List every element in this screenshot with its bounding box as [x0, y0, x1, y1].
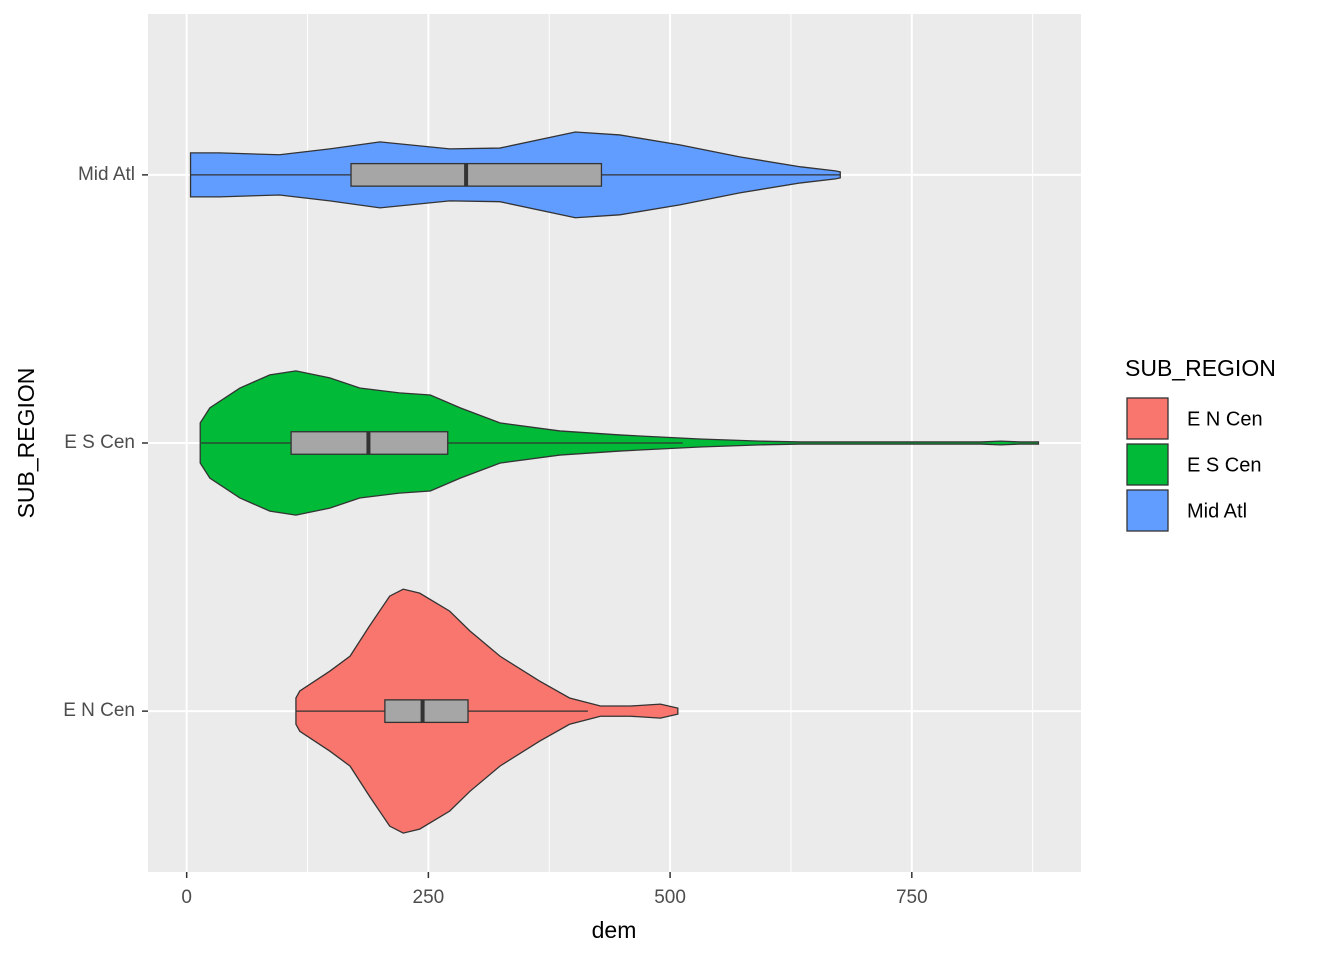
legend-key — [1126, 397, 1169, 440]
legend-title: SUB_REGION — [1125, 355, 1276, 381]
x-axis-title: dem — [592, 917, 637, 943]
x-tick-label: 250 — [413, 887, 445, 908]
legend-label: E S Cen — [1187, 454, 1261, 476]
y-tick-label: E N Cen — [63, 700, 135, 721]
box — [384, 699, 469, 724]
y-axis-title: SUB_REGION — [13, 368, 39, 519]
y-tick-label: E S Cen — [64, 432, 135, 453]
x-tick-label: 750 — [896, 887, 928, 908]
legend-key — [1126, 443, 1169, 486]
legend-label: Mid Atl — [1187, 500, 1247, 522]
legend-key — [1126, 489, 1169, 532]
x-tick-label: 500 — [654, 887, 686, 908]
legend-label: E N Cen — [1187, 408, 1263, 430]
box — [350, 162, 603, 187]
x-tick-label: 0 — [181, 887, 192, 908]
y-tick-label: Mid Atl — [78, 164, 135, 185]
